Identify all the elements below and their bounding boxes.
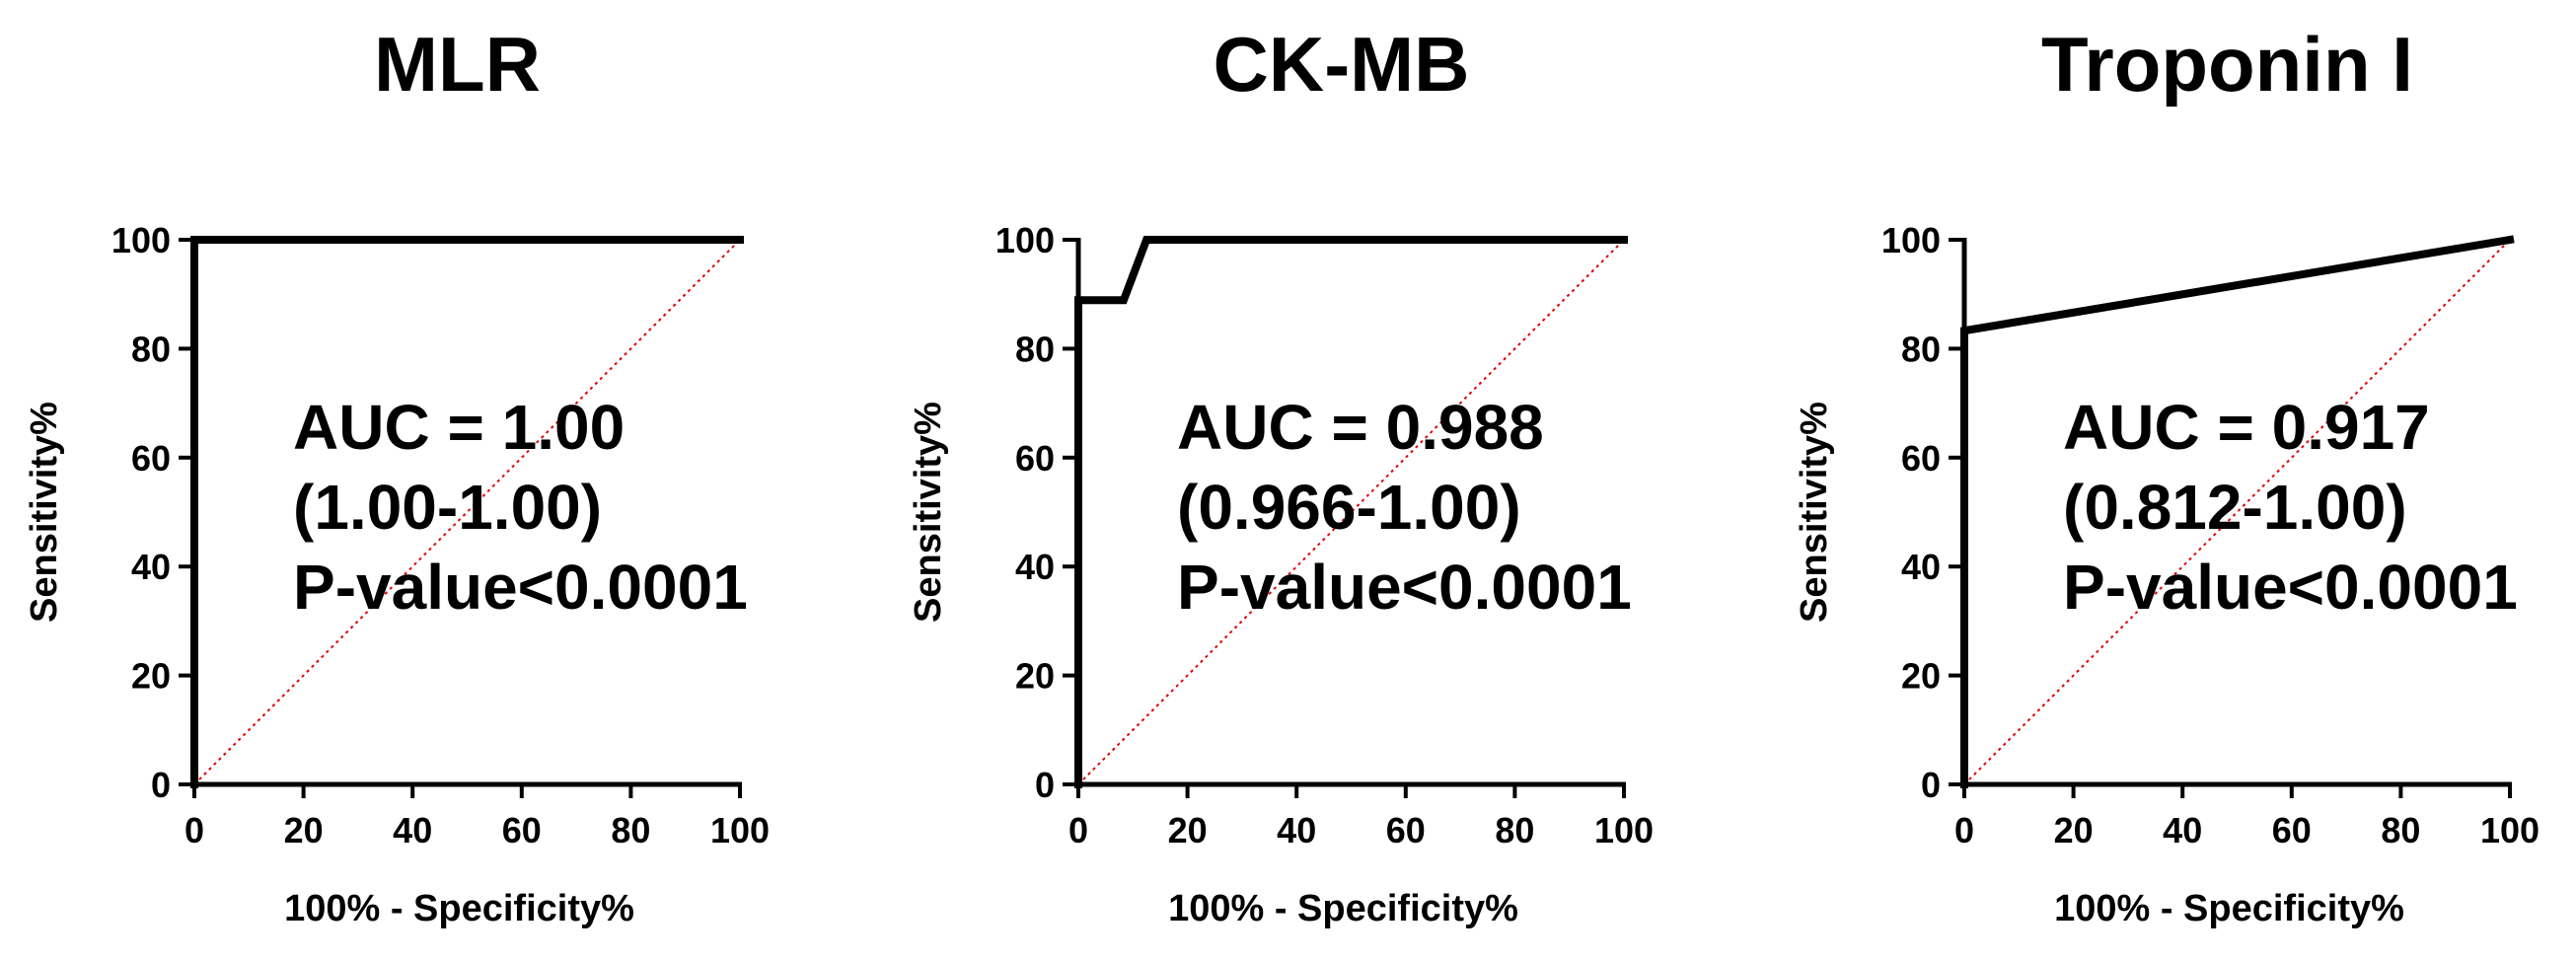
- chart-title: Troponin I: [2041, 21, 2413, 108]
- y-axis-label: Sensitivity%: [24, 402, 65, 623]
- roc-curve: [190, 236, 744, 788]
- y-tick-label: 40: [1015, 547, 1055, 587]
- auc-annotation-line: P-value<0.0001: [1177, 552, 1632, 623]
- auc-annotation-line: (0.966-1.00): [1177, 472, 1521, 543]
- x-tick-label: 60: [2272, 810, 2312, 851]
- roc-curve: [1074, 236, 1628, 788]
- x-tick-label: 80: [1495, 810, 1534, 851]
- reference-line: [193, 239, 741, 785]
- auc-annotation-line: AUC = 0.917: [2063, 392, 2430, 463]
- roc-curve: [1960, 235, 2515, 788]
- y-tick-label: 80: [1901, 329, 1941, 369]
- y-tick-label: 60: [131, 438, 171, 479]
- y-tick-label: 100: [111, 220, 171, 260]
- y-tick-label: 20: [1901, 656, 1941, 697]
- y-tick-label: 0: [151, 765, 171, 805]
- roc-panel-1: MLR 0 20 40 60 80 100 0 20 40 60 80 100 100% - Specif…: [24, 21, 770, 929]
- x-tick-label: 40: [1277, 810, 1316, 851]
- y-tick-label: 60: [1901, 438, 1941, 479]
- auc-annotation-line: P-value<0.0001: [2063, 552, 2518, 623]
- y-tick-label: 0: [1921, 765, 1941, 805]
- x-tick-label: 20: [1168, 810, 1208, 851]
- x-tick-label: 80: [2381, 810, 2420, 851]
- chart-title: MLR: [374, 21, 541, 108]
- roc-panel-2: CK-MB 0 20 40 60 80 100 0 20 40 60 80 100 100% - Spec…: [908, 21, 1654, 929]
- x-tick-label: 20: [2054, 810, 2094, 851]
- auc-annotation-line: P-value<0.0001: [293, 552, 748, 623]
- y-tick-label: 60: [1015, 438, 1055, 479]
- x-tick-label: 100: [710, 810, 770, 851]
- x-tick-label: 40: [393, 810, 432, 851]
- x-axis-label: 100% - Specificity%: [2054, 888, 2404, 929]
- x-tick-label: 0: [1954, 810, 1974, 851]
- chart-title: CK-MB: [1214, 21, 1470, 108]
- y-tick-label: 20: [131, 656, 171, 697]
- y-axis-label: Sensitivity%: [908, 402, 949, 623]
- y-axis-label: Sensitivity%: [1794, 402, 1835, 623]
- y-tick-label: 100: [1881, 220, 1941, 260]
- y-tick-label: 20: [1015, 656, 1055, 697]
- x-axis-label: 100% - Specificity%: [1168, 888, 1518, 929]
- reference-line: [1077, 239, 1625, 785]
- y-tick-label: 0: [1035, 765, 1055, 805]
- x-tick-label: 40: [2163, 810, 2202, 851]
- auc-annotation-line: AUC = 0.988: [1177, 392, 1544, 463]
- x-tick-label: 60: [502, 810, 542, 851]
- x-tick-label: 0: [184, 810, 204, 851]
- roc-panel-3: Troponin I 0 20 40 60 80 100 0 20 40 60 80 100 100% -…: [1794, 21, 2539, 929]
- auc-annotation-line: (1.00-1.00): [293, 472, 602, 543]
- reference-line: [1963, 239, 2511, 785]
- x-tick-label: 20: [284, 810, 324, 851]
- y-tick-label: 80: [131, 329, 171, 369]
- x-tick-label: 100: [2480, 810, 2539, 851]
- x-tick-label: 80: [611, 810, 650, 851]
- y-tick-label: 100: [995, 220, 1055, 260]
- x-tick-label: 60: [1386, 810, 1426, 851]
- y-tick-label: 40: [131, 547, 171, 587]
- x-tick-label: 100: [1594, 810, 1654, 851]
- y-tick-label: 80: [1015, 329, 1055, 369]
- auc-annotation-line: (0.812-1.00): [2063, 472, 2407, 543]
- x-tick-label: 0: [1068, 810, 1088, 851]
- y-tick-label: 40: [1901, 547, 1941, 587]
- x-axis-label: 100% - Specificity%: [284, 888, 634, 929]
- auc-annotation-line: AUC = 1.00: [293, 392, 625, 463]
